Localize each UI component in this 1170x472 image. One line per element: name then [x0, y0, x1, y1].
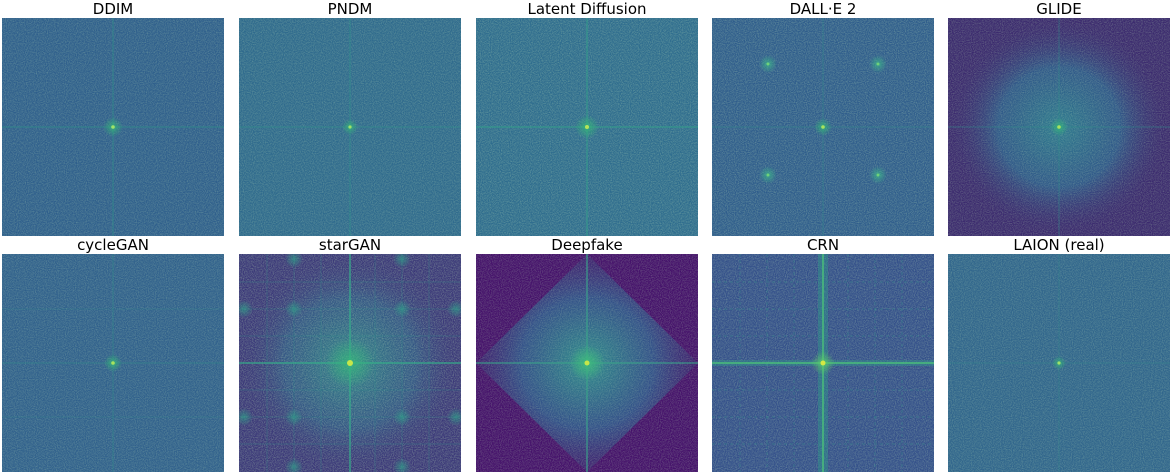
spectrum-image-laion-real	[948, 254, 1170, 472]
spectrum-image-pndm	[239, 18, 461, 236]
spectrum-image-cyclegan	[2, 254, 224, 472]
spectrum-image-latent-diffusion	[476, 18, 698, 236]
panel-title: PNDM	[327, 0, 373, 18]
spectrum-image-stargan	[239, 254, 461, 472]
panel-title: GLIDE	[1036, 0, 1082, 18]
spectrum-image-glide	[948, 18, 1170, 236]
panel-title: DALL·E 2	[789, 0, 857, 18]
spectrum-image-deepfake	[476, 254, 698, 472]
panel-title: starGAN	[318, 236, 382, 254]
spectrum-image-ddim	[2, 18, 224, 236]
panel-title: DDIM	[92, 0, 134, 18]
spectrum-image-crn	[712, 254, 934, 472]
spectrum-image-dalle2	[712, 18, 934, 236]
panel-title: CRN	[806, 236, 840, 254]
panel-title: LAION (real)	[1013, 236, 1105, 254]
panel-title: Latent Diffusion	[527, 0, 647, 18]
panel-title: Deepfake	[551, 236, 623, 254]
panel-title: cycleGAN	[77, 236, 149, 254]
